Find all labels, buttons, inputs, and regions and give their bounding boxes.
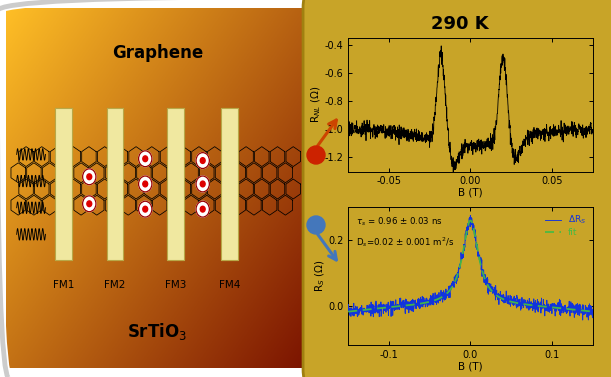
Circle shape	[196, 201, 210, 217]
Circle shape	[200, 206, 205, 212]
Text: D$_s$=0.02 ± 0.001 m$^2$/s: D$_s$=0.02 ± 0.001 m$^2$/s	[356, 235, 454, 249]
fit	[478, 268, 486, 272]
Circle shape	[82, 196, 96, 211]
$\Delta$R$_S$	[467, 213, 474, 218]
$\Delta$R$_S$	[474, 242, 481, 247]
Text: 290 K: 290 K	[431, 15, 489, 33]
Text: FM4: FM4	[219, 280, 241, 290]
Circle shape	[143, 181, 148, 187]
Circle shape	[307, 216, 325, 234]
Circle shape	[200, 181, 205, 187]
fit	[450, 281, 458, 285]
FancyBboxPatch shape	[303, 0, 611, 377]
Circle shape	[139, 176, 152, 192]
Text: FM1: FM1	[53, 280, 75, 290]
$\Delta$R$_S$	[345, 309, 352, 314]
Circle shape	[139, 201, 152, 217]
fit	[467, 218, 474, 223]
$\Delta$R$_S$	[589, 307, 596, 312]
Circle shape	[307, 146, 325, 164]
Bar	[221, 108, 238, 260]
Circle shape	[82, 169, 96, 185]
Text: Graphene: Graphene	[112, 44, 203, 61]
Y-axis label: R$_S$ ($\Omega$): R$_S$ ($\Omega$)	[313, 260, 327, 293]
Circle shape	[139, 151, 152, 167]
Line: $\Delta$R$_S$: $\Delta$R$_S$	[348, 216, 593, 320]
Circle shape	[143, 206, 148, 212]
Circle shape	[143, 156, 148, 162]
fit	[386, 305, 393, 310]
fit	[427, 299, 434, 304]
$\Delta$R$_S$	[386, 306, 393, 310]
Text: SrTiO$_3$: SrTiO$_3$	[127, 321, 188, 342]
Circle shape	[87, 201, 92, 207]
Circle shape	[196, 176, 210, 192]
$\Delta$R$_S$	[450, 274, 458, 279]
fit	[589, 310, 596, 314]
fit	[377, 306, 384, 310]
Circle shape	[196, 153, 210, 169]
fit	[345, 310, 352, 314]
Circle shape	[200, 158, 205, 164]
Bar	[167, 108, 184, 260]
Line: fit: fit	[348, 221, 593, 312]
Y-axis label: R$_{NL}$ ($\Omega$): R$_{NL}$ ($\Omega$)	[310, 86, 323, 123]
$\Delta$R$_S$	[478, 274, 486, 279]
fit	[474, 244, 481, 248]
Bar	[167, 108, 184, 260]
Bar	[55, 108, 72, 260]
Legend: $\Delta$R$_S$, fit: $\Delta$R$_S$, fit	[543, 212, 588, 239]
Bar	[221, 108, 238, 260]
X-axis label: B (T): B (T)	[458, 361, 483, 371]
$\Delta$R$_S$	[377, 308, 384, 312]
Bar	[106, 108, 123, 260]
Bar	[106, 108, 123, 260]
X-axis label: B (T): B (T)	[458, 188, 483, 198]
$\Delta$R$_S$	[579, 318, 587, 322]
Text: $\tau_s$ = 0.96 ± 0.03 ns: $\tau_s$ = 0.96 ± 0.03 ns	[356, 216, 442, 228]
Text: FM2: FM2	[104, 280, 126, 290]
Bar	[55, 108, 72, 260]
Text: FM3: FM3	[165, 280, 186, 290]
Circle shape	[87, 174, 92, 179]
$\Delta$R$_S$	[427, 297, 434, 302]
